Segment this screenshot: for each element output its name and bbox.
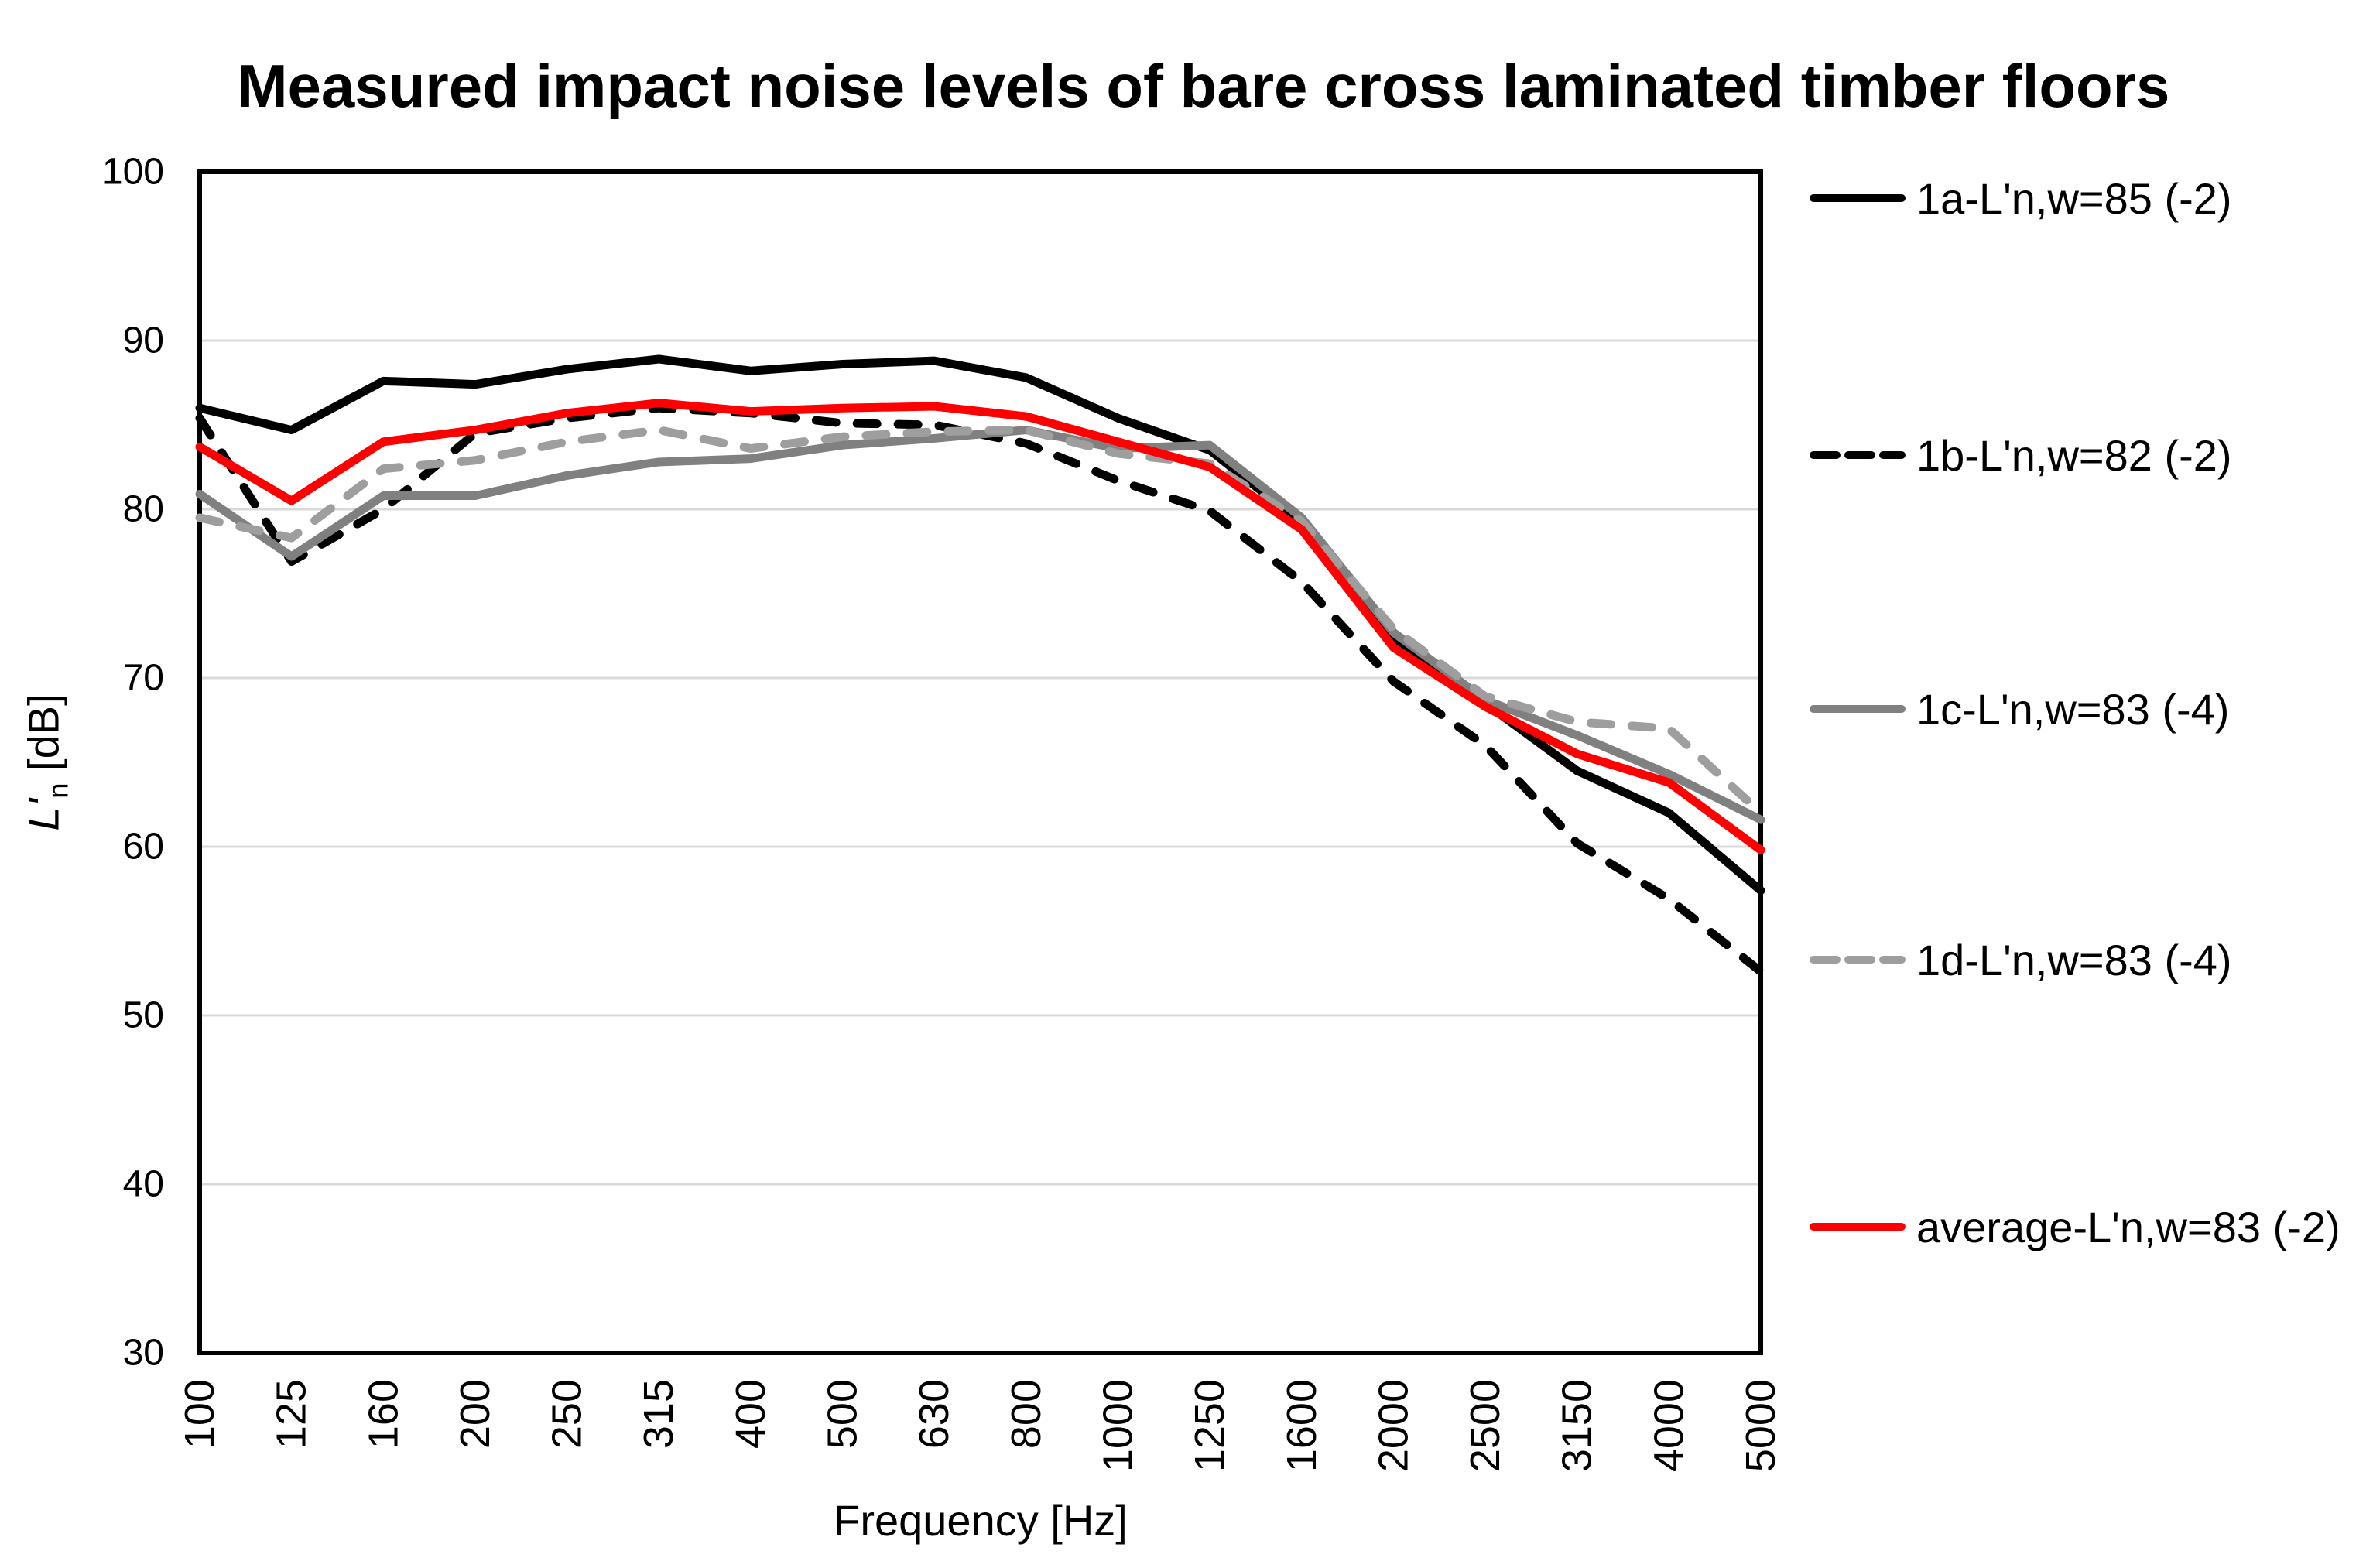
legend-label-1b: 1b-L'n,w=82 (-2) <box>1916 430 2232 480</box>
x-tick-label: 500 <box>820 1379 866 1449</box>
legend-key-line-1c <box>1810 705 1906 713</box>
x-tick-label: 315 <box>635 1379 682 1449</box>
legend-label-avg: average-L'n,w=83 (-2) <box>1916 1202 2340 1251</box>
x-tick-label: 1250 <box>1186 1379 1233 1472</box>
x-tick-label: 250 <box>544 1379 591 1449</box>
x-tick-label: 100 <box>176 1379 223 1449</box>
y-tick-label: 50 <box>123 995 164 1036</box>
series-line-avg <box>195 399 1765 854</box>
legend-key-line-avg <box>1810 1223 1906 1231</box>
legend-item-1a: 1a-L'n,w=85 (-2) <box>1810 172 2232 224</box>
legend-item-1b: 1b-L'n,w=82 (-2) <box>1810 429 2232 481</box>
x-tick-label: 800 <box>1003 1379 1050 1449</box>
series-line-1d <box>195 426 1765 817</box>
legend-label-1c: 1c-L'n,w=83 (-4) <box>1916 684 2230 734</box>
x-tick-label: 3150 <box>1554 1379 1601 1472</box>
x-tick-label: 125 <box>269 1379 315 1449</box>
legend-key-line-1a <box>1810 194 1906 202</box>
series-line-1c <box>195 426 1765 824</box>
chart-title: Measured impact noise levels of bare cro… <box>237 52 2170 120</box>
y-axis-title-unit: [dB] <box>19 693 68 783</box>
legend-key-line-1b <box>1810 451 1906 459</box>
y-tick-label: 80 <box>123 489 164 530</box>
legend-item-1d: 1d-L'n,w=83 (-4) <box>1810 933 2232 986</box>
legend-item-1c: 1c-L'n,w=83 (-4) <box>1810 683 2229 735</box>
legend-item-avg: average-L'n,w=83 (-2) <box>1810 1200 2340 1253</box>
x-tick-label: 200 <box>452 1379 498 1449</box>
legend-label-1d: 1d-L'n,w=83 (-4) <box>1916 935 2232 984</box>
x-tick-label: 4000 <box>1645 1379 1692 1472</box>
y-axis-title-subscript: n <box>42 782 74 799</box>
y-tick-label: 70 <box>123 658 164 699</box>
x-tick-label: 400 <box>728 1379 774 1449</box>
y-tick-label: 90 <box>123 320 164 361</box>
y-axis-title-symbol: L' <box>19 798 68 831</box>
x-tick-label: 1000 <box>1094 1379 1141 1472</box>
legend-label-1a: 1a-L'n,w=85 (-2) <box>1916 173 2232 223</box>
y-tick-label: 100 <box>102 152 164 193</box>
y-axis-title: L'n [dB] <box>18 693 74 830</box>
x-axis-title: Frequency [Hz] <box>834 1496 1128 1545</box>
plot-border <box>197 169 1763 1355</box>
y-tick-label: 30 <box>123 1333 164 1374</box>
x-tick-label: 1600 <box>1279 1379 1325 1472</box>
x-tick-label: 2500 <box>1462 1379 1508 1472</box>
x-tick-label: 5000 <box>1738 1379 1784 1472</box>
x-tick-label: 630 <box>911 1379 957 1449</box>
y-tick-label: 40 <box>123 1164 164 1205</box>
legend-key-line-1d <box>1810 956 1906 964</box>
x-tick-label: 2000 <box>1370 1379 1416 1472</box>
x-tick-label: 160 <box>360 1379 406 1449</box>
y-tick-label: 60 <box>123 827 164 868</box>
